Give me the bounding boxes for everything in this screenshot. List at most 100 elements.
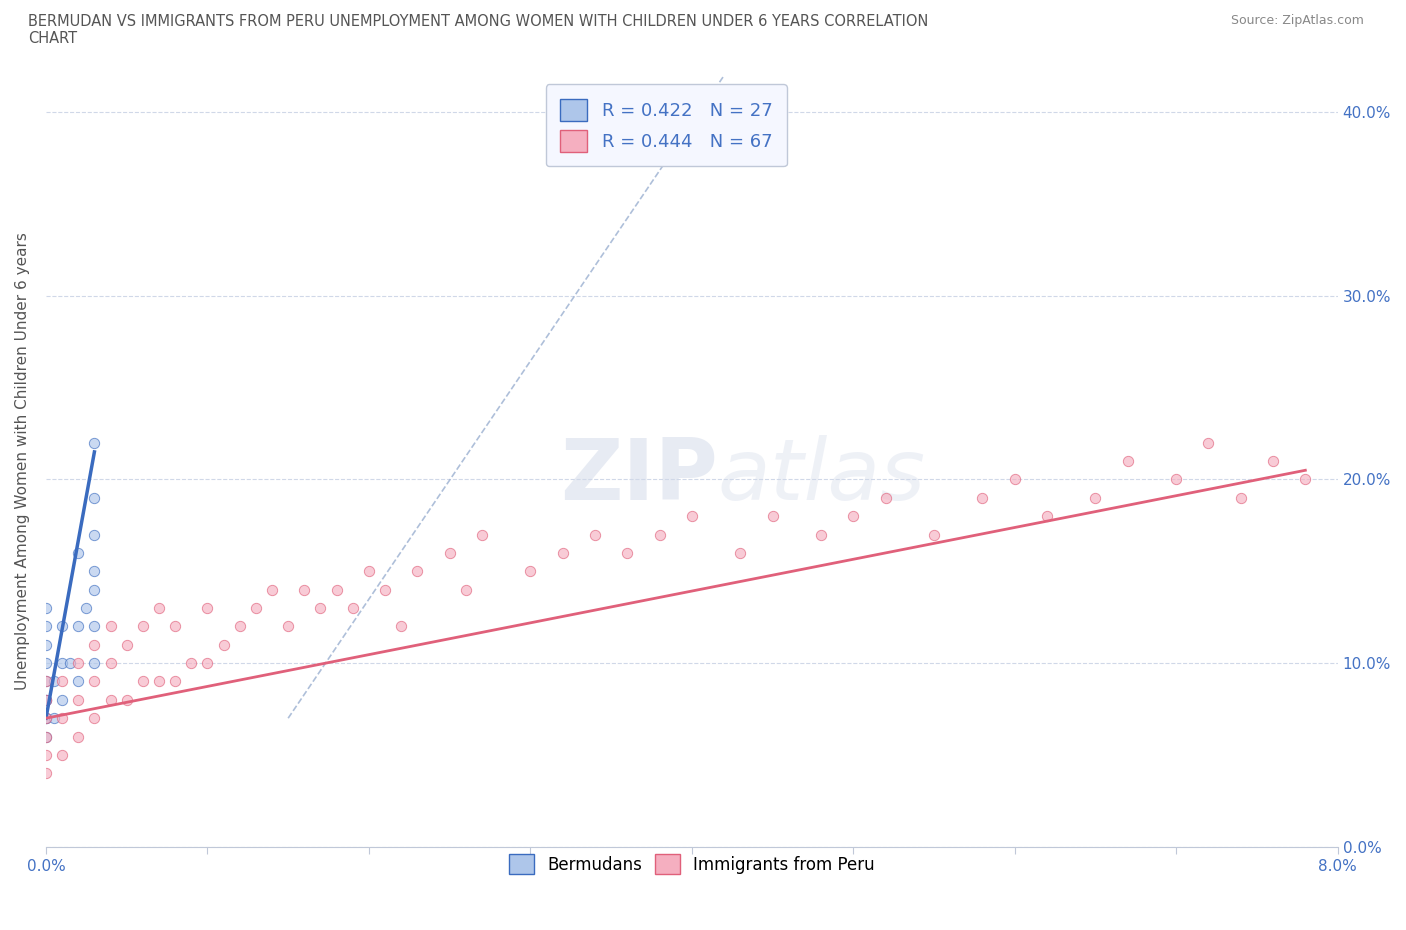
Point	[1084, 490, 1107, 505]
Point	[228, 619, 250, 634]
Point	[59, 656, 82, 671]
Point	[551, 546, 574, 561]
Point	[972, 490, 994, 505]
Point	[35, 748, 58, 763]
Point	[35, 729, 58, 744]
Point	[51, 748, 73, 763]
Point	[100, 656, 122, 671]
Point	[83, 637, 105, 652]
Point	[51, 693, 73, 708]
Text: atlas: atlas	[717, 435, 925, 518]
Point	[728, 546, 751, 561]
Point	[83, 711, 105, 725]
Point	[1166, 472, 1188, 487]
Y-axis label: Unemployment Among Women with Children Under 6 years: Unemployment Among Women with Children U…	[15, 232, 30, 690]
Point	[35, 693, 58, 708]
Point	[35, 765, 58, 780]
Point	[292, 582, 315, 597]
Point	[212, 637, 235, 652]
Point	[374, 582, 396, 597]
Point	[148, 674, 170, 689]
Point	[42, 674, 65, 689]
Point	[681, 509, 703, 524]
Point	[51, 711, 73, 725]
Point	[75, 601, 97, 616]
Text: Source: ZipAtlas.com: Source: ZipAtlas.com	[1230, 14, 1364, 27]
Point	[35, 674, 58, 689]
Point	[1294, 472, 1316, 487]
Point	[1229, 490, 1251, 505]
Point	[197, 656, 219, 671]
Point	[245, 601, 267, 616]
Point	[132, 619, 155, 634]
Point	[875, 490, 897, 505]
Point	[1004, 472, 1026, 487]
Point	[648, 527, 671, 542]
Point	[115, 637, 138, 652]
Point	[67, 674, 90, 689]
Point	[35, 601, 58, 616]
Point	[35, 729, 58, 744]
Text: BERMUDAN VS IMMIGRANTS FROM PERU UNEMPLOYMENT AMONG WOMEN WITH CHILDREN UNDER 6 : BERMUDAN VS IMMIGRANTS FROM PERU UNEMPLO…	[28, 14, 928, 46]
Point	[1261, 454, 1284, 469]
Point	[51, 674, 73, 689]
Point	[842, 509, 865, 524]
Point	[260, 582, 283, 597]
Point	[922, 527, 945, 542]
Point	[83, 527, 105, 542]
Point	[165, 619, 187, 634]
Point	[389, 619, 412, 634]
Point	[100, 619, 122, 634]
Point	[519, 564, 541, 578]
Point	[165, 674, 187, 689]
Point	[35, 637, 58, 652]
Point	[67, 546, 90, 561]
Point	[35, 693, 58, 708]
Point	[115, 693, 138, 708]
Point	[277, 619, 299, 634]
Point	[35, 619, 58, 634]
Point	[357, 564, 380, 578]
Point	[616, 546, 638, 561]
Point	[83, 435, 105, 450]
Point	[439, 546, 461, 561]
Point	[454, 582, 477, 597]
Point	[810, 527, 832, 542]
Point	[42, 711, 65, 725]
Point	[761, 509, 783, 524]
Point	[35, 674, 58, 689]
Point	[471, 527, 494, 542]
Point	[83, 674, 105, 689]
Point	[197, 601, 219, 616]
Point	[148, 601, 170, 616]
Point	[1198, 435, 1220, 450]
Point	[35, 693, 58, 708]
Point	[67, 693, 90, 708]
Point	[1116, 454, 1139, 469]
Point	[83, 564, 105, 578]
Point	[35, 711, 58, 725]
Point	[132, 674, 155, 689]
Point	[342, 601, 364, 616]
Point	[51, 656, 73, 671]
Text: ZIP: ZIP	[560, 435, 717, 518]
Point	[35, 711, 58, 725]
Point	[67, 729, 90, 744]
Point	[67, 619, 90, 634]
Point	[83, 490, 105, 505]
Point	[180, 656, 202, 671]
Legend: Bermudans, Immigrants from Peru: Bermudans, Immigrants from Peru	[502, 847, 882, 881]
Point	[325, 582, 347, 597]
Point	[309, 601, 332, 616]
Point	[1036, 509, 1059, 524]
Point	[67, 656, 90, 671]
Point	[83, 656, 105, 671]
Point	[51, 619, 73, 634]
Point	[35, 656, 58, 671]
Point	[406, 564, 429, 578]
Point	[83, 582, 105, 597]
Point	[83, 619, 105, 634]
Point	[583, 527, 606, 542]
Point	[35, 711, 58, 725]
Point	[100, 693, 122, 708]
